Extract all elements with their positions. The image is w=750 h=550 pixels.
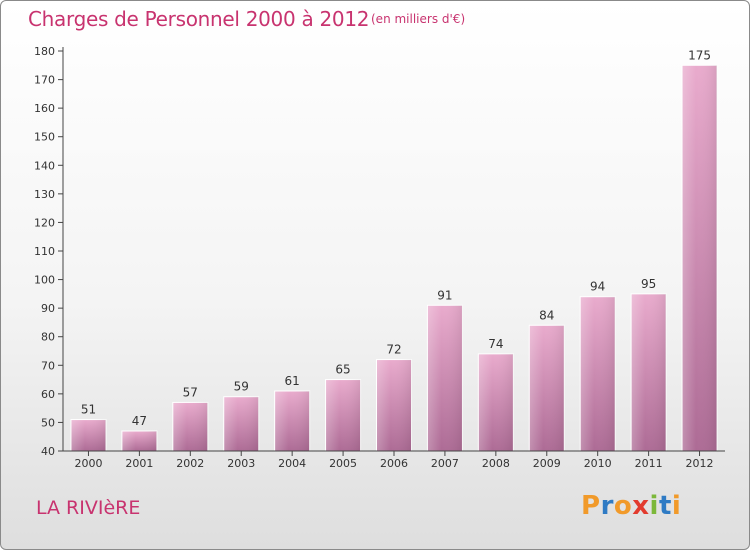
data-label-2011: 95	[641, 277, 656, 291]
bar-shade-2006	[376, 359, 412, 451]
data-label-2012: 175	[688, 48, 711, 62]
data-label-2001: 47	[132, 414, 147, 428]
y-tick-label-100: 100	[34, 274, 55, 287]
x-tick-label-2009: 2009	[533, 457, 561, 470]
logo-letter: P	[581, 491, 601, 521]
x-tick-label-2008: 2008	[482, 457, 510, 470]
data-label-2002: 57	[183, 385, 198, 399]
data-label-2005: 65	[335, 363, 350, 377]
data-label-2000: 51	[81, 403, 96, 417]
y-tick-label-110: 110	[34, 245, 55, 258]
bar-shade-2001	[121, 431, 157, 451]
data-label-2008: 74	[488, 337, 503, 351]
x-tick-label-2000: 2000	[74, 457, 102, 470]
logo-letter: r	[600, 491, 614, 521]
data-label-2004: 61	[285, 374, 300, 388]
y-tick-label-80: 80	[41, 331, 55, 344]
x-tick-label-2004: 2004	[278, 457, 306, 470]
x-tick-label-2010: 2010	[584, 457, 612, 470]
logo-letter: i	[649, 491, 659, 521]
bar-shade-2000	[70, 419, 106, 451]
x-tick-label-2012: 2012	[686, 457, 714, 470]
y-tick-label-180: 180	[34, 45, 55, 58]
bar-shade-2009	[529, 325, 565, 451]
y-tick-label-40: 40	[41, 445, 55, 458]
x-tick-label-2007: 2007	[431, 457, 459, 470]
data-label-2009: 84	[539, 308, 554, 322]
y-tick-label-60: 60	[41, 388, 55, 401]
y-tick-label-160: 160	[34, 102, 55, 115]
y-tick-label-130: 130	[34, 188, 55, 201]
brand-logo: Proxiti	[581, 491, 681, 521]
x-tick-label-2006: 2006	[380, 457, 408, 470]
y-tick-label-150: 150	[34, 131, 55, 144]
bar-shade-2012	[682, 65, 718, 452]
bar-shade-2007	[427, 305, 463, 451]
data-label-2010: 94	[590, 280, 605, 294]
x-tick-label-2005: 2005	[329, 457, 357, 470]
bar-shade-2008	[478, 353, 514, 451]
bar-shade-2002	[172, 402, 208, 451]
x-tick-label-2011: 2011	[635, 457, 663, 470]
bar-shade-2003	[223, 396, 259, 451]
bar-shade-2005	[325, 379, 361, 451]
logo-letter: t	[658, 491, 672, 521]
bar-shade-2010	[580, 296, 616, 451]
bar-shade-2011	[631, 293, 667, 451]
data-label-2007: 91	[437, 288, 452, 302]
y-tick-label-120: 120	[34, 216, 55, 229]
y-tick-label-70: 70	[41, 359, 55, 372]
logo-letter: x	[632, 491, 650, 521]
x-tick-label-2003: 2003	[227, 457, 255, 470]
data-label-2006: 72	[386, 343, 401, 357]
data-label-2003: 59	[234, 380, 249, 394]
chart-title: Charges de Personnel 2000 à 2012	[28, 7, 370, 31]
x-tick-label-2002: 2002	[176, 457, 204, 470]
x-tick-label-2001: 2001	[125, 457, 153, 470]
y-tick-label-50: 50	[41, 416, 55, 429]
y-tick-label-140: 140	[34, 159, 55, 172]
bar-shade-2004	[274, 391, 310, 451]
logo-letter: i	[671, 491, 682, 521]
logo-letter: o	[613, 491, 633, 521]
location-label: LA RIVIèRE	[36, 497, 141, 519]
chart-subtitle: (en milliers d'€)	[371, 12, 466, 26]
y-tick-label-170: 170	[34, 74, 55, 87]
y-tick-label-90: 90	[41, 302, 55, 315]
